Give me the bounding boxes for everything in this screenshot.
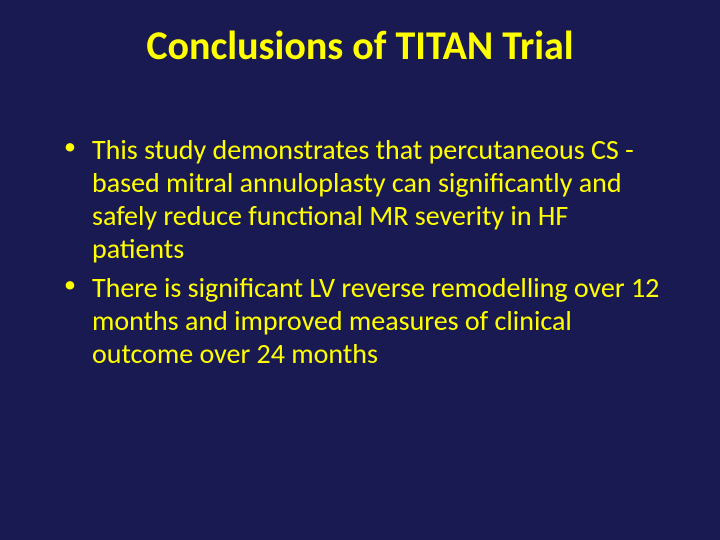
slide-title: Conclusions of TITAN Trial bbox=[50, 20, 670, 133]
list-item: This study demonstrates that percutaneou… bbox=[60, 133, 660, 265]
slide: Conclusions of TITAN Trial This study de… bbox=[0, 0, 720, 540]
list-item: There is significant LV reverse remodell… bbox=[60, 271, 660, 370]
bullet-list: This study demonstrates that percutaneou… bbox=[50, 133, 670, 370]
